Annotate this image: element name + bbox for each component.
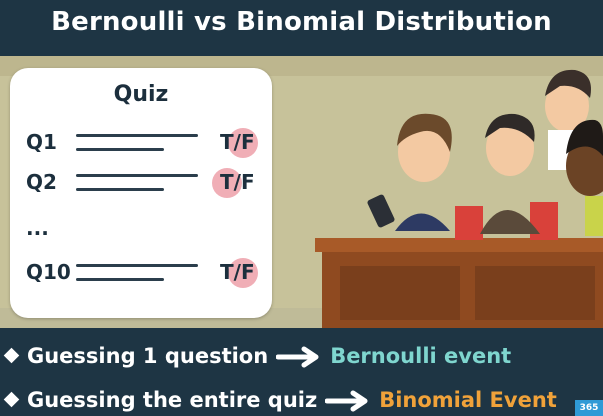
answer-line bbox=[76, 278, 164, 281]
bullet-result: Bernoulli event bbox=[330, 344, 512, 368]
bullet-bernoulli: Guessing 1 question Bernoulli event bbox=[3, 344, 512, 368]
ellipsis: ... bbox=[26, 216, 49, 240]
true-false-marker: T/F bbox=[208, 256, 264, 292]
true-false-label: T/F bbox=[220, 130, 255, 154]
diamond-icon bbox=[3, 347, 20, 364]
question-label: Q2 bbox=[26, 170, 57, 194]
right-arrow-icon bbox=[276, 346, 319, 368]
highlight-circle bbox=[228, 258, 258, 288]
page-title: Bernoulli vs Binomial Distribution bbox=[51, 7, 552, 37]
student-3-hair bbox=[545, 69, 591, 98]
student-4-hair bbox=[566, 119, 603, 156]
student-4-shirt bbox=[585, 196, 603, 236]
true-false-marker: T/F bbox=[208, 166, 264, 202]
title-bar: Bernoulli vs Binomial Distribution bbox=[0, 0, 603, 56]
student-1-head bbox=[398, 122, 450, 182]
true-false-label: T/F bbox=[220, 170, 255, 194]
bullet-result: Binomial Event bbox=[379, 388, 557, 412]
chair-back-2 bbox=[530, 202, 558, 240]
question-label: Q1 bbox=[26, 130, 57, 154]
channel-badge: 365 bbox=[575, 400, 603, 416]
student-2-hair bbox=[485, 113, 535, 142]
answer-line bbox=[76, 188, 164, 191]
right-arrow-icon bbox=[325, 390, 368, 412]
bullet-text: Guessing the entire quiz bbox=[27, 388, 318, 412]
desk-panel-right bbox=[475, 266, 595, 320]
true-false-marker: T/F bbox=[208, 126, 264, 162]
highlight-circle bbox=[212, 168, 242, 198]
diamond-icon bbox=[3, 391, 20, 408]
phone-icon bbox=[367, 194, 395, 228]
quiz-row-q10: Q10 T/F bbox=[10, 256, 272, 292]
bullet-text: Guessing 1 question bbox=[27, 344, 269, 368]
desk-top bbox=[315, 238, 603, 252]
answer-line bbox=[76, 174, 198, 177]
student-2-head bbox=[486, 120, 534, 176]
quiz-row-q1: Q1 T/F bbox=[10, 126, 272, 162]
quiz-title: Quiz bbox=[113, 82, 169, 107]
student-2-body bbox=[480, 210, 540, 234]
quiz-card: Quiz Q1 T/F Q2 T/F ... Q10 T/F bbox=[10, 68, 272, 318]
student-3-head bbox=[545, 80, 589, 132]
quiz-row-q2: Q2 T/F bbox=[10, 166, 272, 202]
student-1-hair bbox=[397, 113, 452, 152]
answer-line bbox=[76, 264, 198, 267]
highlight-circle bbox=[228, 128, 258, 158]
answer-line bbox=[76, 134, 198, 137]
bullet-binomial: Guessing the entire quiz Binomial Event bbox=[3, 388, 557, 412]
student-1-body bbox=[395, 213, 450, 231]
desk-panel-left bbox=[340, 266, 460, 320]
summary-bar: Guessing 1 question Bernoulli event Guess… bbox=[0, 328, 603, 416]
chair-back bbox=[455, 206, 483, 240]
answer-line bbox=[76, 148, 164, 151]
true-false-label: T/F bbox=[220, 260, 255, 284]
question-label: Q10 bbox=[26, 260, 71, 284]
student-4-head bbox=[566, 136, 603, 196]
